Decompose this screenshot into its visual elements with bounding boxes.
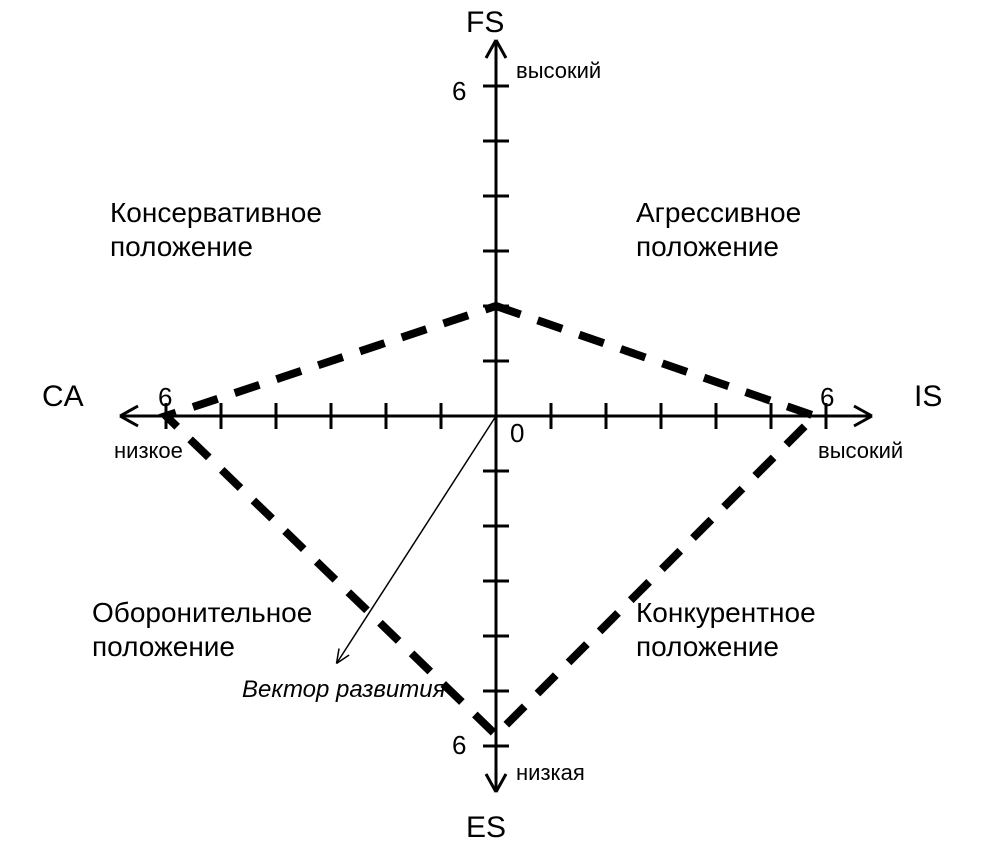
axis-label-es: ES: [466, 811, 506, 845]
space-matrix-chart: FS ES CA IS высокий низкая низкое высоки…: [0, 0, 1003, 853]
tick-bottom-6: 6: [452, 730, 466, 761]
tick-bottom-6-text: 6: [452, 730, 466, 760]
axis-left-end-text: низкое: [114, 438, 183, 463]
q4-line1: Конкурентное: [636, 596, 816, 630]
axis-is-text: IS: [914, 380, 942, 413]
tick-right-6-text: 6: [820, 382, 834, 412]
quadrant-q2-label: Консервативное положение: [110, 196, 322, 263]
axis-left-end-label: низкое: [114, 438, 183, 464]
axis-top-end-text: высокий: [516, 58, 601, 83]
quadrant-q3-label: Оборонительное положение: [92, 596, 312, 663]
q2-line2: положение: [110, 230, 322, 264]
q1-line2: положение: [636, 230, 801, 264]
tick-left-6: 6: [158, 382, 172, 413]
axis-right-end-label: высокий: [818, 438, 903, 464]
tick-origin-text: 0: [510, 418, 524, 448]
axis-top-end-label: высокий: [516, 58, 601, 84]
tick-right-6: 6: [820, 382, 834, 413]
axis-ca-text: CA: [42, 380, 84, 413]
axis-bottom-end-text: низкая: [516, 760, 585, 785]
chart-svg: [0, 0, 1003, 853]
axis-bottom-end-label: низкая: [516, 760, 585, 786]
tick-origin: 0: [510, 418, 524, 449]
q2-line1: Консервативное: [110, 196, 322, 230]
axis-label-fs: FS: [466, 6, 504, 40]
quadrant-q1-label: Агрессивное положение: [636, 196, 801, 263]
tick-top-6-text: 6: [452, 76, 466, 106]
tick-top-6: 6: [452, 76, 466, 107]
axis-es-text: ES: [466, 811, 506, 844]
q3-line2: положение: [92, 630, 312, 664]
q1-line1: Агрессивное: [636, 196, 801, 230]
axis-right-end-text: высокий: [818, 438, 903, 463]
q3-line1: Оборонительное: [92, 596, 312, 630]
q4-line2: положение: [636, 630, 816, 664]
quadrant-q4-label: Конкурентное положение: [636, 596, 816, 663]
axis-label-ca: CA: [42, 380, 84, 414]
tick-left-6-text: 6: [158, 382, 172, 412]
vector-label-text: Вектор развития: [242, 676, 445, 703]
vector-label: Вектор развития: [242, 676, 445, 704]
axis-fs-text: FS: [466, 6, 504, 39]
axis-label-is: IS: [914, 380, 942, 414]
